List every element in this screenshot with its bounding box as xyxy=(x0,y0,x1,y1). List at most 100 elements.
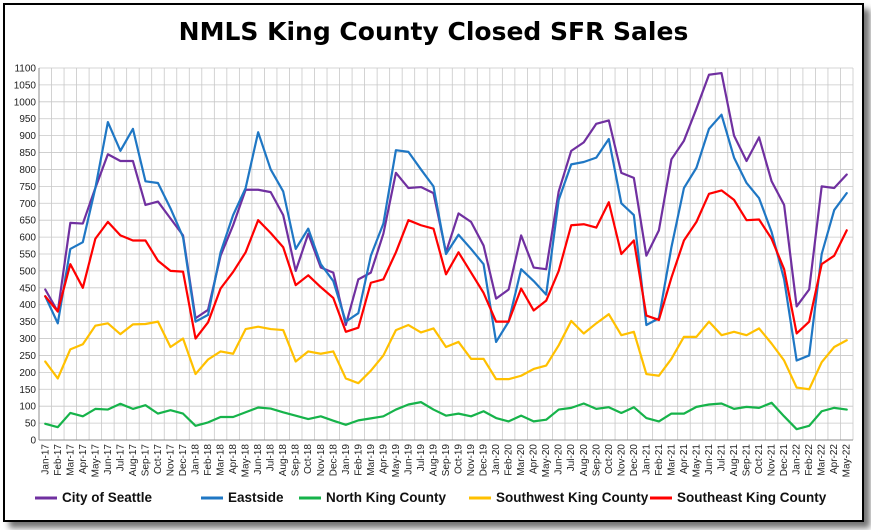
series-line-southwest-king-county xyxy=(44,313,848,391)
x-tick-label: Sep-20 xyxy=(591,444,602,477)
y-tick-label: 650 xyxy=(19,216,36,227)
x-tick-label: Jun-17 xyxy=(103,444,114,475)
x-tick-label: Feb-18 xyxy=(203,444,214,476)
x-tick-label: May-18 xyxy=(241,444,252,478)
x-tick-label: Aug-21 xyxy=(729,444,740,477)
x-tick-label: Apr-22 xyxy=(829,444,840,474)
axes xyxy=(38,68,853,441)
y-tick-label: 600 xyxy=(19,233,36,244)
legend: City of Seattle Eastside North King County… xyxy=(35,490,827,505)
x-tick-label: Nov-21 xyxy=(767,444,778,477)
y-tick-label: 0 xyxy=(30,436,36,447)
y-tick-label: 500 xyxy=(19,266,36,277)
y-tick-label: 1000 xyxy=(14,97,37,108)
x-tick-label: Dec-17 xyxy=(178,444,189,477)
x-tick-label: Oct-17 xyxy=(153,444,164,474)
x-tick-label: Apr-20 xyxy=(529,444,540,474)
x-tick-label: Apr-18 xyxy=(228,444,239,474)
x-tick-label: Feb-22 xyxy=(804,444,815,476)
x-tick-label: Jul-18 xyxy=(266,444,277,472)
legend-label: North King County xyxy=(326,490,446,505)
x-tick-label: Nov-18 xyxy=(316,444,327,477)
y-tick-label: 250 xyxy=(19,351,36,362)
x-tick-label: Feb-17 xyxy=(53,444,64,476)
y-tick-label: 1050 xyxy=(14,80,37,91)
y-tick-label: 400 xyxy=(19,300,36,311)
legend-label: Southeast King County xyxy=(677,490,827,505)
y-tick-label: 200 xyxy=(19,368,36,379)
x-tick-label: Jun-21 xyxy=(704,444,715,475)
x-tick-label: Mar-22 xyxy=(817,444,828,476)
x-tick-label: May-22 xyxy=(842,444,853,478)
x-tick-label: Jan-18 xyxy=(191,444,202,475)
legend-label: Eastside xyxy=(228,490,284,505)
y-tick-label: 50 xyxy=(25,419,37,430)
x-tick-label: Nov-20 xyxy=(616,444,627,477)
x-tick-label: Jun-19 xyxy=(403,444,414,475)
x-tick-label: Feb-21 xyxy=(654,444,665,476)
x-tick-label: Oct-18 xyxy=(303,444,314,474)
y-tick-label: 150 xyxy=(19,385,36,396)
x-tick-label: Aug-19 xyxy=(428,444,439,477)
y-tick-label: 950 xyxy=(19,114,36,125)
x-tick-label: May-17 xyxy=(90,444,101,478)
x-tick-label: Jan-21 xyxy=(641,444,652,475)
x-tick-label: Mar-18 xyxy=(216,444,227,476)
x-tick-label: May-20 xyxy=(541,444,552,478)
x-tick-label: Oct-21 xyxy=(754,444,765,474)
x-tick-label: Oct-20 xyxy=(604,444,615,474)
x-tick-label: Aug-17 xyxy=(128,444,139,477)
y-tick-label: 100 xyxy=(19,402,36,413)
x-tick-label: Apr-17 xyxy=(78,444,89,474)
x-tick-label: Apr-21 xyxy=(679,444,690,474)
y-tick-label: 850 xyxy=(19,148,36,159)
y-tick-label: 800 xyxy=(19,165,36,176)
x-tick-label: Mar-20 xyxy=(516,444,527,476)
x-tick-label: Feb-19 xyxy=(353,444,364,476)
chart-frame: NMLS King County Closed SFR Sales 0 50 100… xyxy=(3,3,864,522)
y-tick-label: 700 xyxy=(19,199,36,210)
x-tick-label: Jul-20 xyxy=(566,444,577,472)
x-tick-label: Jan-17 xyxy=(40,444,51,475)
series-line-southeast-king-county xyxy=(44,189,848,340)
x-tick-label: Dec-21 xyxy=(779,444,790,477)
series-lines xyxy=(44,71,848,431)
x-tick-label: Nov-19 xyxy=(466,444,477,477)
y-tick-label: 450 xyxy=(19,283,36,294)
x-tick-label: Jul-19 xyxy=(416,444,427,472)
x-tick-label: Feb-20 xyxy=(504,444,515,476)
x-tick-label: Oct-19 xyxy=(454,444,465,474)
y-tick-label: 300 xyxy=(19,334,36,345)
x-tick-label: Jun-18 xyxy=(253,444,264,475)
x-tick-label: Jul-17 xyxy=(115,444,126,472)
series-line-north-king-county xyxy=(44,401,848,431)
x-tick-label: Aug-20 xyxy=(579,444,590,477)
x-tick-label: Jan-20 xyxy=(491,444,502,475)
y-tick-label: 750 xyxy=(19,182,36,193)
legend-label: City of Seattle xyxy=(62,490,153,505)
x-tick-label: Jan-19 xyxy=(341,444,352,475)
y-tick-label: 350 xyxy=(19,317,36,328)
x-tick-label: Jan-22 xyxy=(792,444,803,475)
x-tick-label: Sep-19 xyxy=(441,444,452,477)
x-tick-label: May-21 xyxy=(691,444,702,478)
x-tick-label: Dec-18 xyxy=(328,444,339,477)
x-tick-label: Aug-18 xyxy=(278,444,289,477)
series-line-eastside xyxy=(44,113,848,362)
x-tick-label: May-19 xyxy=(391,444,402,478)
y-tick-label: 1100 xyxy=(14,64,36,75)
x-tick-labels: Jan-17 Feb-17 Mar-17 Apr-17 May-17 Jun-17 Jul-… xyxy=(40,444,852,478)
legend-label: Southwest King County xyxy=(496,490,649,505)
line-chart: 0 50 100 150 200 250 300 350 400 450 500 550 600 650 7… xyxy=(14,64,854,505)
y-tick-labels: 0 50 100 150 200 250 300 350 400 450 500 550 600 650 7… xyxy=(14,64,37,447)
x-tick-label: Mar-19 xyxy=(366,444,377,476)
x-tick-label: Sep-17 xyxy=(140,444,151,477)
x-tick-label: Dec-19 xyxy=(479,444,490,477)
chart-title: NMLS King County Closed SFR Sales xyxy=(178,17,689,46)
x-tick-label: Jul-21 xyxy=(717,444,728,472)
x-tick-label: Sep-21 xyxy=(742,444,753,477)
y-tick-label: 900 xyxy=(19,131,36,142)
x-tick-label: Dec-20 xyxy=(629,444,640,477)
x-tick-label: Mar-21 xyxy=(666,444,677,476)
x-tick-label: Jun-20 xyxy=(554,444,565,475)
